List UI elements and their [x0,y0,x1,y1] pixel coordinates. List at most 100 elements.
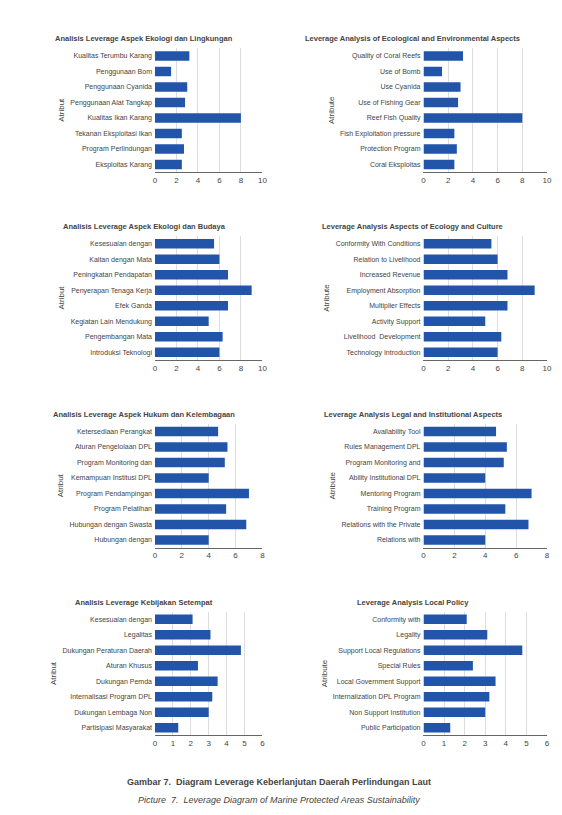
svg-text:Quality of Coral Reefs: Quality of Coral Reefs [352,52,421,60]
svg-text:Internalisasi Program DPL: Internalisasi Program DPL [70,693,152,701]
svg-text:4: 4 [206,551,211,560]
svg-text:Atribut: Atribut [49,661,58,685]
svg-text:Availability Tool: Availability Tool [373,428,421,436]
svg-text:Atribute: Atribute [320,659,329,687]
svg-text:Legality: Legality [396,631,421,639]
svg-text:Penggunaan Cyanida: Penggunaan Cyanida [85,83,152,91]
svg-text:Use of Bomb: Use of Bomb [380,68,421,75]
svg-text:8: 8 [260,551,265,560]
svg-text:Relations with the Private: Relations with the Private [342,521,421,528]
svg-text:6: 6 [495,364,500,373]
svg-text:Mentoring Program: Mentoring Program [361,490,421,498]
svg-text:Training Program: Training Program [367,505,421,513]
svg-text:8: 8 [545,551,550,560]
svg-text:Kegiatan Lain Mendukung: Kegiatan Lain Mendukung [71,318,152,326]
svg-text:5: 5 [242,739,247,748]
svg-text:3: 3 [483,739,488,748]
svg-text:Atribut: Atribut [57,286,66,310]
svg-text:Technology Introduction: Technology Introduction [347,349,421,357]
svg-text:2: 2 [446,176,451,185]
svg-text:Partisipasi Masyarakat: Partisipasi Masyarakat [82,724,152,732]
svg-text:Internalization DPL Program: Internalization DPL Program [333,693,421,701]
svg-text:Employment Absorption: Employment Absorption [347,287,421,295]
svg-text:Program Monitoring and: Program Monitoring and [345,459,420,467]
svg-text:Efek Ganda: Efek Ganda [115,302,152,309]
svg-text:4: 4 [504,739,509,748]
svg-text:Support Local Regulations: Support Local Regulations [338,647,421,655]
svg-text:Use Cyanida: Use Cyanida [380,83,420,91]
svg-text:Penggunaan Alat Tangkap: Penggunaan Alat Tangkap [70,99,152,107]
svg-text:Analisis Leverage Kebijakan Se: Analisis Leverage Kebijakan Setempat [75,598,213,607]
svg-text:10: 10 [543,364,552,373]
svg-text:Program Monitoring dan: Program Monitoring dan [77,459,152,467]
svg-text:Atribut: Atribut [57,98,66,122]
svg-text:0: 0 [421,364,426,373]
svg-text:6: 6 [217,364,222,373]
svg-text:Kualitas Terumbu Karang: Kualitas Terumbu Karang [74,52,153,60]
svg-text:Introduksi Teknologi: Introduksi Teknologi [90,349,152,357]
svg-text:6: 6 [514,551,519,560]
svg-text:Program Perlindungan: Program Perlindungan [82,145,152,153]
svg-text:Ability Institutional DPL: Ability Institutional DPL [349,474,421,482]
svg-text:6: 6 [233,551,238,560]
svg-text:Kaitan dengan Mata: Kaitan dengan Mata [89,256,152,264]
svg-text:10: 10 [543,176,552,185]
svg-text:2: 2 [180,551,185,560]
svg-text:Fish Exploitation pressure: Fish Exploitation pressure [340,130,421,138]
svg-text:Relation to Livelihood: Relation to Livelihood [354,256,421,263]
svg-text:0: 0 [153,551,158,560]
svg-text:Use of Fishing Gear: Use of Fishing Gear [358,99,421,107]
svg-text:6: 6 [545,739,550,748]
svg-text:Program Pendampingan: Program Pendampingan [76,490,152,498]
svg-text:10: 10 [258,176,267,185]
svg-text:6: 6 [495,176,500,185]
svg-text:Conformity with: Conformity with [372,616,420,624]
svg-text:4: 4 [471,364,476,373]
svg-text:Multiplier Effects: Multiplier Effects [369,302,421,310]
svg-text:Increased Revenue: Increased Revenue [360,271,421,278]
svg-text:2: 2 [174,176,179,185]
svg-text:0: 0 [153,176,158,185]
svg-text:Analisis Leverage Aspek Hukum: Analisis Leverage Aspek Hukum dan Kelemb… [53,410,235,419]
svg-text:4: 4 [196,176,201,185]
svg-text:Dukungan Peraturan Daerah: Dukungan Peraturan Daerah [62,647,152,655]
svg-text:4: 4 [224,739,229,748]
svg-text:Coral Eksploitas: Coral Eksploitas [370,161,421,169]
svg-text:Tekanan Eksploitasi Ikan: Tekanan Eksploitasi Ikan [75,130,152,138]
svg-text:Leverage Analysis of Ecologica: Leverage Analysis of Ecological and Envi… [305,34,520,43]
svg-text:1: 1 [171,739,176,748]
svg-text:Pengembangan Mata: Pengembangan Mata [85,333,152,341]
svg-text:Hubungan dengan: Hubungan dengan [94,536,152,544]
svg-text:2: 2 [189,739,194,748]
svg-text:Conformity With Conditions: Conformity With Conditions [336,240,421,248]
svg-text:Kesesuaian dengan: Kesesuaian dengan [90,616,152,624]
svg-text:1: 1 [442,739,447,748]
svg-text:2: 2 [446,364,451,373]
svg-text:0: 0 [153,739,158,748]
svg-text:8: 8 [520,176,525,185]
svg-text:Leverage Analysis Local Policy: Leverage Analysis Local Policy [357,598,469,607]
svg-text:10: 10 [258,364,267,373]
svg-text:Special Rules: Special Rules [378,662,421,670]
svg-text:5: 5 [524,739,529,748]
svg-text:Atribute: Atribute [328,471,337,499]
svg-text:Public Participation: Public Participation [361,724,421,732]
svg-text:Atribut: Atribut [56,473,65,497]
svg-text:Hubungan dengan Swasta: Hubungan dengan Swasta [69,521,152,529]
svg-text:Relations with: Relations with [377,536,421,543]
svg-text:Kesesuaian dengan: Kesesuaian dengan [90,240,152,248]
svg-text:Penyerapan Tenaga Kerja: Penyerapan Tenaga Kerja [71,287,152,295]
svg-text:Analisis Leverage Aspek Ekolog: Analisis Leverage Aspek Ekologi dan Buda… [63,222,226,231]
svg-text:2: 2 [174,364,179,373]
svg-text:0: 0 [153,364,158,373]
svg-text:0: 0 [421,176,426,185]
svg-text:4: 4 [196,364,201,373]
svg-text:2: 2 [462,739,467,748]
svg-text:Program Pelatihan: Program Pelatihan [94,505,152,513]
svg-text:Rules Management DPL: Rules Management DPL [344,443,420,451]
svg-text:Protection Program: Protection Program [360,145,420,153]
svg-text:Activity Support: Activity Support [372,318,421,326]
svg-text:Kemampuan Institusi DPL: Kemampuan Institusi DPL [71,474,152,482]
svg-text:4: 4 [471,176,476,185]
svg-text:Penggunaan Bom: Penggunaan Bom [96,68,152,76]
